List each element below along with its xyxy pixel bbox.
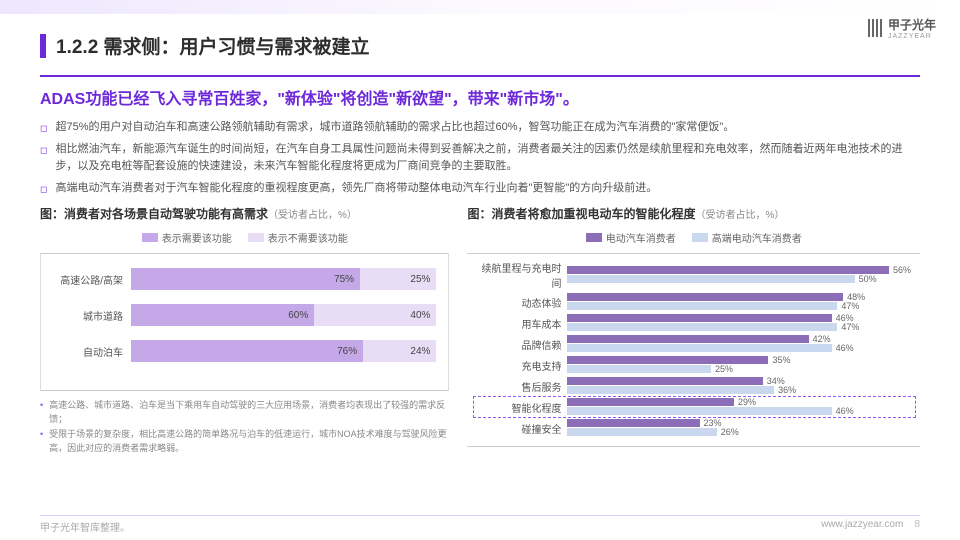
chart2-row: 续航里程与充电时间56%50% <box>475 260 912 290</box>
chart2-row: 充电支持35%25% <box>475 356 912 374</box>
logo-icon <box>868 19 882 37</box>
bullet-list: ◻超75%的用户对自动泊车和高速公路领航辅助有需求，城市道路领航辅助的需求占比也… <box>40 119 920 197</box>
chart2-title: 图：消费者将愈加重视电动车的智能化程度（受访者占比，%） <box>467 205 920 222</box>
chart1-note: •受限于场景的复杂度，相比高速公路的简单路况与泊车的低速运行，城市NOA技术难度… <box>40 428 449 455</box>
footer-source: 甲子光年智库整理。 <box>40 519 130 534</box>
footer-url: www.jazzyear.com <box>821 519 903 530</box>
legend-item: 高端电动汽车消费者 <box>692 230 802 245</box>
chart-right: 图：消费者将愈加重视电动车的智能化程度（受访者占比，%） 电动汽车消费者 高端电动… <box>467 205 920 457</box>
legend-item: 电动汽车消费者 <box>586 230 676 245</box>
chart1-title: 图：消费者对各场景自动驾驶功能有高需求（受访者占比，%） <box>40 205 449 222</box>
chart1-row: 城市道路60%40% <box>53 304 436 326</box>
chart1-body: 高速公路/高架75%25% 城市道路60%40% 自动泊车76%24% <box>40 253 449 391</box>
logo-text: 甲子光年 <box>888 16 936 33</box>
title-accent-bar <box>40 34 46 58</box>
bullet-item: ◻高端电动汽车消费者对于汽车智能化程度的重视程度更高，领先厂商将带动整体电动汽车… <box>40 180 920 198</box>
page-title: 1.2.2 需求侧：用户习惯与需求被建立 <box>56 32 370 59</box>
chart1-notes: •高速公路、城市道路、泊车是当下乘用车自动驾驶的三大应用场景，消费者均表现出了较… <box>40 399 449 455</box>
legend-item: 表示需要该功能 <box>142 230 232 245</box>
footer: 甲子光年智库整理。 www.jazzyear.com 8 <box>0 519 960 534</box>
subtitle: ADAS功能已经飞入寻常百姓家，"新体验"将创造"新欲望"，带来"新市场"。 <box>40 85 920 109</box>
chart2-row: 品牌信赖42%46% <box>475 335 912 353</box>
chart2-row: 用车成本46%47% <box>475 314 912 332</box>
chart2-legend: 电动汽车消费者 高端电动汽车消费者 <box>467 230 920 245</box>
chart1-row: 高速公路/高架75%25% <box>53 268 436 290</box>
bullet-item: ◻相比燃油汽车，新能源汽车诞生的时间尚短，在汽车自身工具属性问题尚未得到妥善解决… <box>40 141 920 176</box>
chart2-row: 智能化程度29%46% <box>475 398 912 416</box>
title-underline <box>40 75 920 77</box>
header: 1.2.2 需求侧：用户习惯与需求被建立 <box>0 14 960 75</box>
chart1-legend: 表示需要该功能 表示不需要该功能 <box>40 230 449 245</box>
chart-left: 图：消费者对各场景自动驾驶功能有高需求（受访者占比，%） 表示需要该功能 表示不需… <box>40 205 449 457</box>
chart2-row: 动态体验48%47% <box>475 293 912 311</box>
footer-line <box>40 515 920 516</box>
top-accent <box>0 0 960 14</box>
legend-item: 表示不需要该功能 <box>248 230 348 245</box>
logo: 甲子光年 JAZZYEAR <box>868 16 936 40</box>
chart2-row: 售后服务34%36% <box>475 377 912 395</box>
chart1-note: •高速公路、城市道路、泊车是当下乘用车自动驾驶的三大应用场景，消费者均表现出了较… <box>40 399 449 426</box>
chart1-row: 自动泊车76%24% <box>53 340 436 362</box>
chart2-row: 碰撞安全23%26% <box>475 419 912 437</box>
bullet-item: ◻超75%的用户对自动泊车和高速公路领航辅助有需求，城市道路领航辅助的需求占比也… <box>40 119 920 137</box>
page-number: 8 <box>914 519 920 530</box>
chart2-body: 续航里程与充电时间56%50% 动态体验48%47% 用车成本46%47% 品牌信赖4… <box>467 253 920 447</box>
logo-sub: JAZZYEAR <box>888 33 936 40</box>
